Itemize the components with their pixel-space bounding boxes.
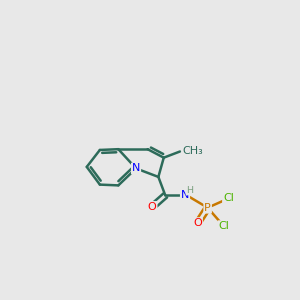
- Text: O: O: [193, 218, 202, 228]
- Text: Cl: Cl: [218, 221, 229, 231]
- Text: N: N: [132, 164, 140, 173]
- Text: N: N: [181, 190, 189, 200]
- Text: H: H: [186, 186, 193, 195]
- Text: CH₃: CH₃: [182, 146, 203, 157]
- Text: Cl: Cl: [223, 194, 234, 203]
- Text: O: O: [148, 202, 157, 212]
- Text: P: P: [204, 203, 211, 213]
